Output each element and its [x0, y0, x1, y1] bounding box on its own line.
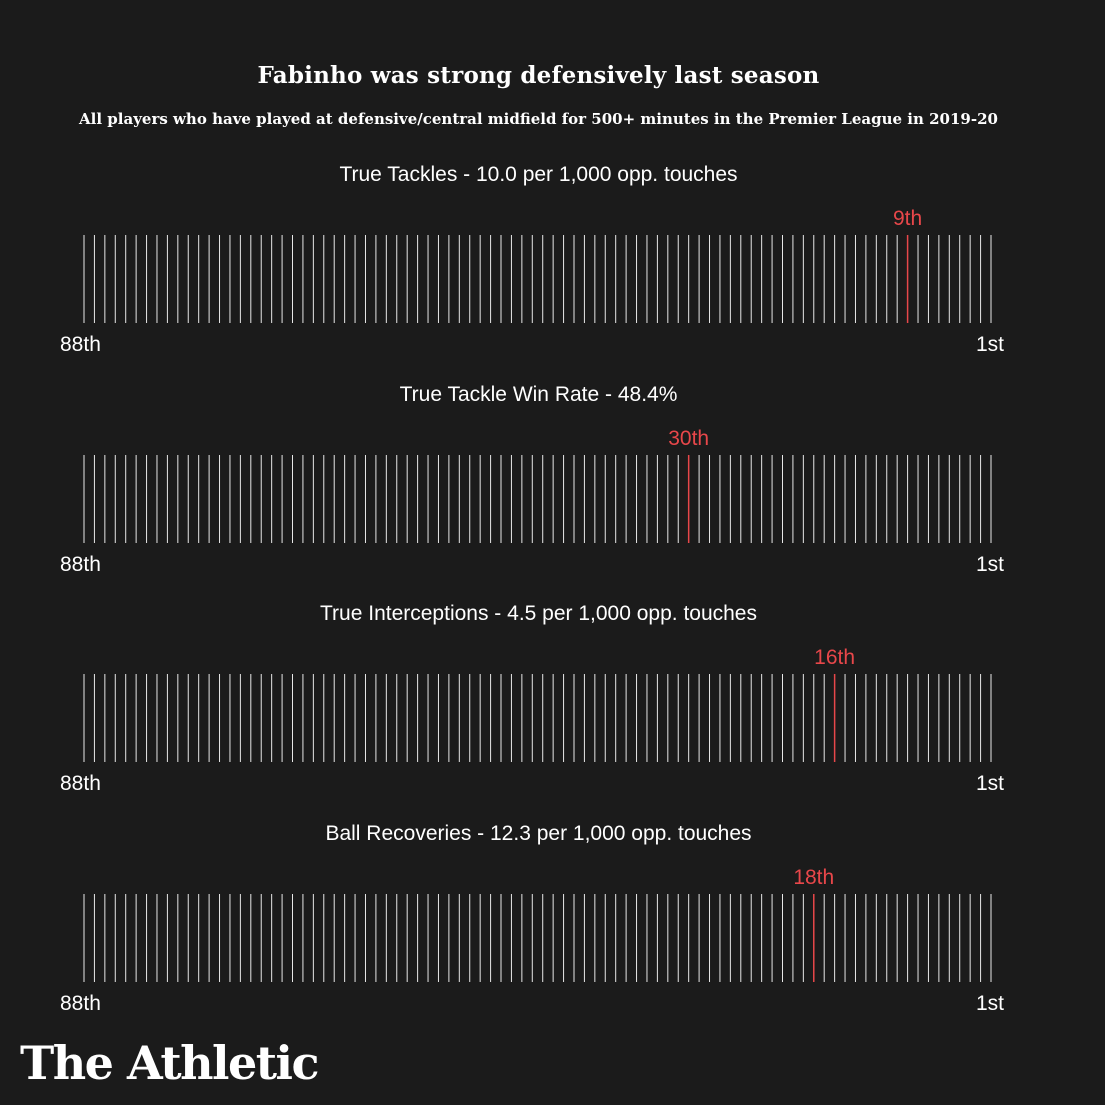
axis-left-label: 88th	[60, 992, 101, 1015]
chart-subtitle: All players who have played at defensive…	[79, 110, 998, 128]
axis-left-label: 88th	[60, 772, 101, 795]
chart-title: Fabinho was strong defensively last seas…	[257, 62, 820, 89]
fabinho-rank-label: 30th	[668, 427, 709, 450]
fabinho-rank-label: 16th	[814, 646, 855, 669]
fabinho-rank-label: 18th	[793, 866, 834, 889]
axis-right-label: 1st	[976, 992, 1005, 1015]
the-athletic-logo: The Athletic	[20, 1036, 320, 1090]
panel-ball-recoveries: Ball Recoveries - 12.3 per 1,000 opp. to…	[0, 822, 1105, 1032]
panel-true-tackle-win-rate: True Tackle Win Rate - 48.4% 30th 88th 1…	[0, 383, 1105, 593]
rank-strip: 16th	[83, 646, 992, 762]
axis-left-label: 88th	[60, 553, 101, 576]
panel-true-interceptions: True Interceptions - 4.5 per 1,000 opp. …	[0, 602, 1105, 812]
axis-right-label: 1st	[976, 553, 1005, 576]
rank-strip: 9th	[83, 207, 992, 323]
panel-title: True Tackles - 10.0 per 1,000 opp. touch…	[339, 163, 738, 186]
rank-strip: 18th	[83, 866, 992, 982]
axis-right-label: 1st	[976, 772, 1005, 795]
axis-left-label: 88th	[60, 333, 101, 356]
axis-right-label: 1st	[976, 333, 1005, 356]
panel-title: True Interceptions - 4.5 per 1,000 opp. …	[320, 602, 757, 625]
panel-true-tackles: True Tackles - 10.0 per 1,000 opp. touch…	[0, 163, 1105, 373]
panel-title: True Tackle Win Rate - 48.4%	[399, 383, 678, 406]
panel-title: Ball Recoveries - 12.3 per 1,000 opp. to…	[325, 822, 752, 845]
fabinho-rank-label: 9th	[893, 207, 922, 230]
rank-strip: 30th	[83, 427, 992, 543]
